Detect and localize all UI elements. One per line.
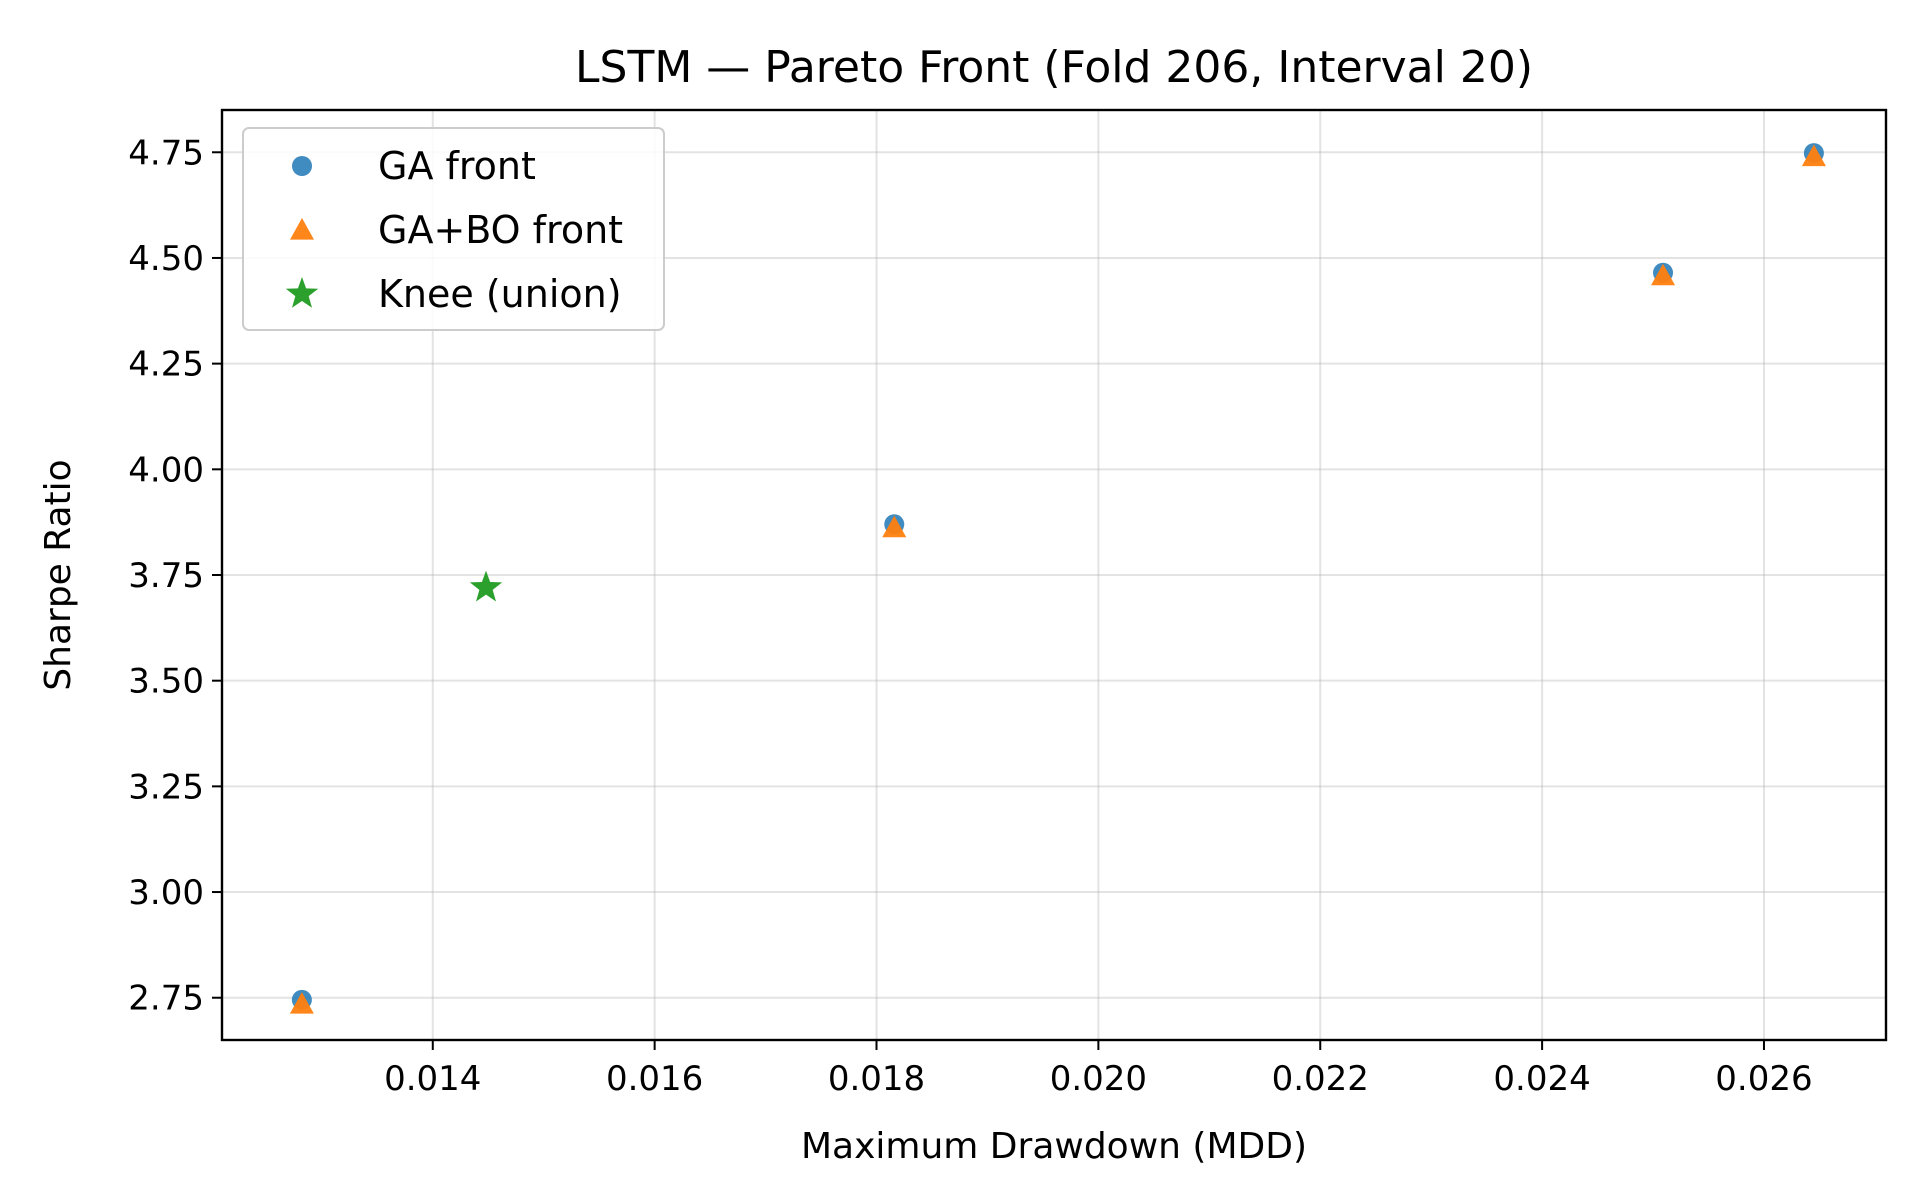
legend-marker-ga-front [292,156,312,176]
x-tick-label: 0.022 [1272,1059,1369,1099]
grid [222,110,1886,1040]
legend-box [242,127,665,331]
y-tick-label: 3.00 [128,873,204,913]
x-tick-label: 0.026 [1715,1059,1812,1099]
y-tick-label: 3.25 [128,767,204,807]
data-points [289,143,1826,1014]
knee-union-point [469,570,503,602]
y-axis-label: Sharpe Ratio [38,459,79,690]
legend-marker-knee-union [285,277,319,308]
y-tick-label: 4.25 [128,345,204,385]
ga-bo-front-point [289,992,314,1014]
y-axis-ticks: 2.75 3.00 3.25 3.50 3.75 4.00 4.25 4.50 4.75 [128,133,222,1019]
legend-label-ga-front: GA front [378,144,536,188]
y-tick-label: 2.75 [128,979,204,1019]
x-axis-label: Maximum Drawdown (MDD) [801,1126,1307,1167]
ga-bo-front-point [1651,263,1676,286]
y-tick-label: 4.00 [128,450,204,490]
ga-bo-front-point [882,515,907,538]
x-tick-label: 0.024 [1493,1059,1590,1099]
x-axis-ticks: 0.014 0.016 0.018 0.020 0.022 0.024 0.026 [384,1040,1813,1099]
x-tick-label: 0.018 [828,1059,925,1099]
y-tick-label: 3.75 [128,556,204,596]
y-tick-label: 4.50 [128,239,204,279]
y-tick-label: 3.50 [128,662,204,702]
legend-marker-ga-bo-front [290,218,314,240]
x-tick-label: 0.016 [606,1059,703,1099]
plot-frame [220,108,1888,1042]
x-tick-label: 0.020 [1050,1059,1147,1099]
y-tick-label: 4.75 [128,133,204,173]
x-tick-label: 0.014 [384,1059,481,1099]
chart-title: LSTM — Pareto Front (Fold 206, Interval … [575,42,1533,93]
legend-label-knee-union: Knee (union) [378,272,622,316]
legend-label-ga-bo-front: GA+BO front [378,208,623,252]
ga-bo-front-point [1801,144,1826,167]
legend: GA front GA+BO front Knee (union) [242,127,665,331]
